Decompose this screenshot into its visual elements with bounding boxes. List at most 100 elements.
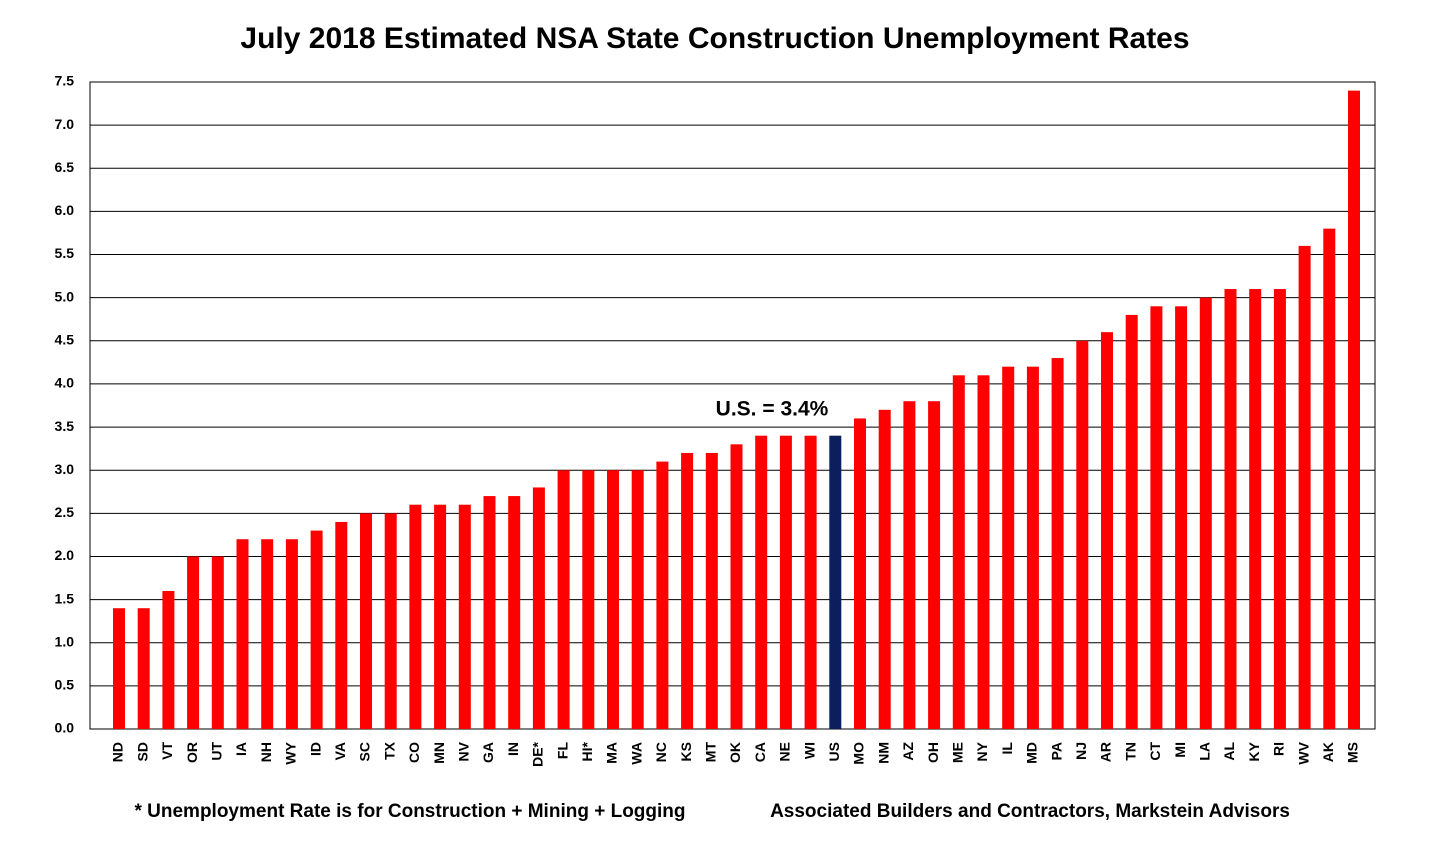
y-tick-label: 3.0 (55, 461, 75, 477)
x-tick-label: NC (653, 742, 669, 762)
x-tick-label: TN (1122, 742, 1138, 761)
x-tick-label: HI* (579, 741, 595, 761)
bar (1348, 90, 1360, 730)
x-tick-label: SD (134, 742, 150, 761)
bar (1002, 366, 1015, 729)
bar (977, 375, 990, 729)
bar (582, 470, 595, 729)
bar (261, 539, 274, 729)
bar (1273, 289, 1286, 729)
y-tick-label: 4.0 (55, 375, 75, 391)
x-tick-label: WY (283, 741, 299, 764)
bar (829, 435, 842, 729)
bar (1150, 306, 1163, 729)
bar (310, 530, 323, 729)
y-tick-label: 6.0 (55, 202, 75, 218)
x-tick-label: AZ (900, 742, 916, 761)
bar (1298, 245, 1311, 729)
x-tick-label: WI (801, 742, 817, 759)
bar (211, 556, 224, 729)
bar (1249, 289, 1262, 729)
x-tick-label: NE (777, 742, 793, 761)
x-tick-label: CA (752, 742, 768, 762)
bar (137, 608, 150, 729)
y-tick-label: 0.5 (55, 677, 75, 693)
x-tick-label: CT (1147, 742, 1163, 761)
bar (854, 418, 866, 729)
bar (928, 401, 941, 729)
bar (162, 590, 175, 729)
x-tick-label: VT (159, 742, 175, 760)
bar (335, 521, 348, 729)
y-tick-label: 1.0 (55, 633, 75, 649)
bar (903, 401, 916, 729)
y-tick-label: 2.5 (55, 504, 75, 520)
x-tick-label: UT (209, 742, 225, 761)
annotation: U.S. = 3.4% (716, 398, 829, 421)
x-tick-label: MA (604, 742, 620, 764)
x-tick-label: MN (431, 742, 447, 764)
bar (1323, 228, 1336, 730)
bar (656, 461, 669, 729)
bar (1076, 340, 1089, 729)
x-tick-label: AL (1221, 742, 1237, 761)
y-tick-label: 7.5 (55, 73, 75, 89)
x-tick-label: WV (1295, 741, 1311, 764)
source: Associated Builders and Contractors, Mar… (770, 801, 1290, 822)
y-tick-label: 4.5 (55, 332, 75, 348)
bar (681, 452, 694, 729)
y-tick-label: 3.5 (55, 418, 75, 434)
x-tick-label: NH (258, 742, 274, 762)
bar (1199, 297, 1212, 729)
bar (409, 504, 422, 729)
x-tick-label: US (826, 742, 842, 761)
bar (607, 470, 619, 729)
x-tick-label: PA (1048, 742, 1064, 760)
bar (952, 375, 965, 729)
x-tick-label: GA (480, 742, 496, 763)
bar (1224, 289, 1237, 729)
bar (434, 504, 447, 729)
x-tick-label: SC (357, 742, 373, 761)
x-tick-label: AR (1098, 742, 1114, 762)
bar (483, 496, 496, 729)
bar (1101, 332, 1113, 729)
bar (1125, 314, 1138, 729)
bar (187, 556, 200, 729)
x-tick-label: MT (703, 742, 719, 763)
bar (631, 470, 644, 729)
x-tick-label: VA (332, 742, 348, 760)
bar (1175, 306, 1188, 729)
bar (532, 487, 545, 729)
x-tick-label: LA (1197, 742, 1213, 761)
x-tick-label: IA (233, 742, 249, 756)
x-tick-label: NM (875, 742, 891, 764)
x-tick-label: KS (678, 742, 694, 761)
x-tick-label: OH (925, 742, 941, 763)
chart-title: July 2018 Estimated NSA State Constructi… (240, 22, 1189, 55)
bar (1026, 366, 1039, 729)
bar (730, 444, 743, 729)
bar (1051, 358, 1064, 729)
bar (384, 513, 397, 729)
x-tick-label: NY (974, 741, 990, 761)
bar (779, 435, 792, 729)
x-tick-label: CO (406, 742, 422, 763)
x-tick-label: ID (307, 742, 323, 756)
y-tick-label: 5.5 (55, 245, 75, 261)
bar (508, 496, 521, 729)
x-tick-label: KY (1246, 741, 1262, 761)
x-tick-label: RI (1271, 742, 1287, 756)
x-tick-label: MD (1024, 742, 1040, 764)
x-tick-label: MI (1172, 742, 1188, 758)
bar (878, 409, 891, 729)
x-tick-label: NV (456, 741, 472, 761)
x-tick-label: ME (950, 742, 966, 763)
x-tick-label: NJ (1073, 742, 1089, 760)
x-tick-label: WA (628, 742, 644, 765)
x-tick-label: MO (851, 742, 867, 765)
x-tick-label: OK (727, 742, 743, 763)
x-tick-label: TX (381, 741, 397, 760)
x-tick-label: IN (505, 742, 521, 756)
